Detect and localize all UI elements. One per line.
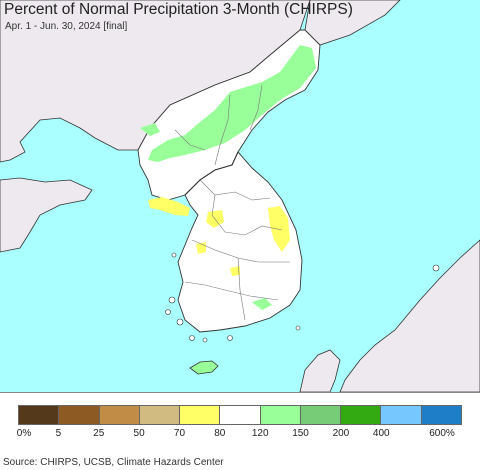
legend-swatch-1 [59,406,100,424]
green-anomaly-south [252,298,272,310]
province-boundaries [174,84,290,321]
national-border [184,151,239,196]
yellow-anomaly-south [230,266,240,276]
legend-label: 80 [214,428,226,439]
legend-swatch-10 [421,406,461,424]
legend-swatch-0 [19,406,60,424]
source-credit: Source: CHIRPS, UCSB, Climate Hazards Ce… [3,457,224,468]
green-anomaly-north [148,45,316,162]
legend-swatch-5 [220,406,261,424]
legend-label: 200 [332,428,350,439]
japan [339,239,480,392]
legend-swatch-4 [180,406,221,424]
legend-swatch-6 [260,406,301,424]
legend-label: 25 [93,428,105,439]
legend-swatch-7 [300,406,342,424]
legend-label: 0% [16,428,32,439]
legend-swatch-8 [341,406,382,424]
map-subtitle: Apr. 1 - Jun. 30, 2024 [final] [5,21,128,32]
legend-swatch-2 [99,406,140,424]
jeju-island [189,360,219,375]
legend-label: 400 [372,428,390,439]
precipitation-map [0,0,480,393]
yellow-anomaly-west [148,197,190,216]
legend-label: 120 [251,428,269,439]
legend-label: 600% [429,428,455,439]
legend-label: 5 [55,428,62,439]
legend-labels: 0% 5 25 50 70 80 120 150 200 400 600% [0,428,480,442]
legend-colorbar [18,405,462,425]
legend-label: 50 [133,428,145,439]
yellow-anomaly-east [268,206,290,252]
map-title: Percent of Normal Precipitation 3-Month … [4,1,353,18]
map-canvas [0,0,480,392]
japan-kyushu [299,349,341,392]
legend-swatch-3 [139,406,181,424]
shandong-peninsula [0,177,93,253]
legend-label: 70 [173,428,186,439]
legend-label: 150 [292,428,309,439]
green-anomaly-west [140,123,160,136]
southwest-islands [165,252,440,343]
legend-swatch-9 [381,406,422,424]
